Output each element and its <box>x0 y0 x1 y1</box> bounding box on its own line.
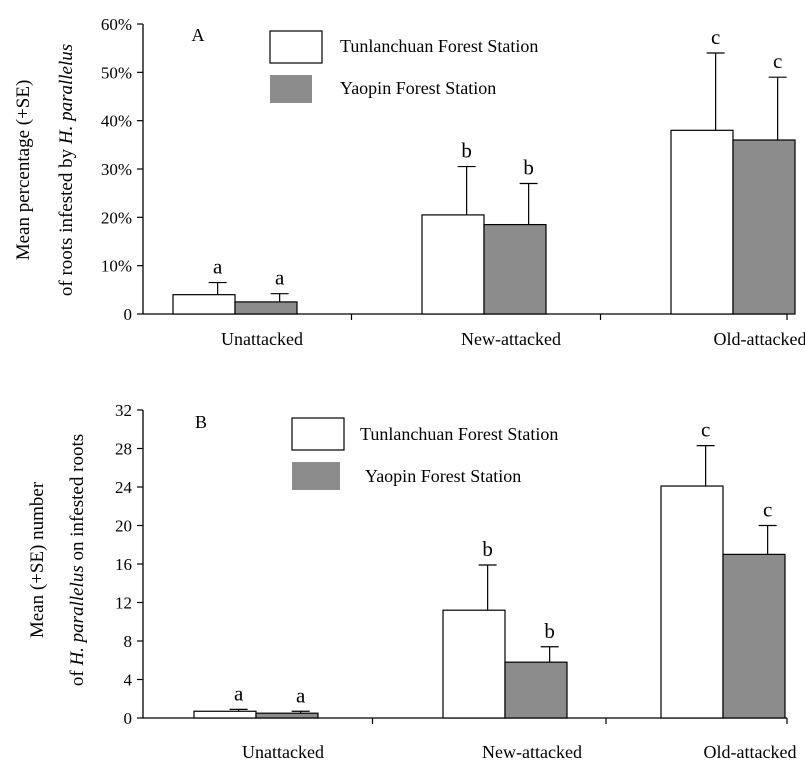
chart-panel-A: 0 10% 20% 30% 40% 50% 60% Unattacked New-attacke… <box>13 15 805 349</box>
x-tick-label: Unattacked <box>242 742 324 762</box>
bar <box>172 294 236 315</box>
significance-letter: c <box>711 25 720 49</box>
x-tick-label: New-attacked <box>461 329 561 349</box>
y-tick-label: 40% <box>101 112 132 131</box>
legend-swatch <box>270 75 312 103</box>
panel-label: B <box>195 412 207 432</box>
bar <box>504 661 568 719</box>
bar <box>670 129 734 315</box>
bar <box>255 712 319 719</box>
bar <box>193 710 257 719</box>
y-tick-label: 28 <box>115 440 132 459</box>
y-axis-label-line2: of roots infested by H. parallelus <box>56 44 77 296</box>
y-tick-label: 20 <box>115 517 132 536</box>
y-tick-label: 8 <box>124 632 133 651</box>
y-axis-label-2: of H. parallelus on infested roots <box>67 434 88 686</box>
y-tick-label: 24 <box>115 478 133 497</box>
legend-label: Tunlanchuan Forest Station <box>360 424 558 444</box>
y-tick-label: 10% <box>101 257 132 276</box>
significance-letter: a <box>296 683 306 707</box>
y-axis-label-line1: Mean (+SE) number <box>27 481 48 638</box>
legend-swatch <box>269 30 323 64</box>
y-tick-label: 0 <box>124 709 133 728</box>
significance-letter: a <box>234 681 244 705</box>
y-axis-label-line2-prefix: of <box>67 666 88 687</box>
y-axis-label: Mean percentage (+SE) <box>13 80 34 261</box>
y-axis-label-2: of roots infested by H. parallelus <box>56 44 77 296</box>
x-tick-label: Old-attacked <box>704 742 797 762</box>
x-tick-label: Old-attacked <box>714 329 805 349</box>
y-axis-label-line2-prefix: of roots infested by <box>56 144 77 296</box>
legend-label: Yaopin Forest Station <box>365 466 521 486</box>
y-axis-label-line2-species: H. parallelus <box>67 565 88 666</box>
bar <box>660 485 724 719</box>
bar <box>722 553 786 719</box>
y-axis-label-line1: Mean percentage (+SE) <box>13 80 34 261</box>
panel-label: A <box>192 25 205 45</box>
legend-swatch <box>292 462 340 490</box>
significance-letter: b <box>461 139 472 163</box>
significance-letter: b <box>482 537 493 561</box>
significance-letter: b <box>544 619 555 643</box>
bar <box>732 139 796 315</box>
y-tick-label: 32 <box>115 401 132 420</box>
significance-letter: a <box>213 255 223 279</box>
bar <box>421 214 485 315</box>
significance-letter: c <box>763 498 772 522</box>
y-axis-label-line2: of H. parallelus on infested roots <box>67 434 88 686</box>
significance-letter: c <box>701 418 710 442</box>
y-tick-label: 0 <box>124 305 133 324</box>
significance-letter: b <box>523 156 534 180</box>
legend-swatch <box>291 417 345 451</box>
y-axis-label: Mean (+SE) number <box>27 481 48 638</box>
y-tick-label: 20% <box>101 208 132 227</box>
bar <box>442 609 506 719</box>
bar <box>483 223 547 315</box>
chart-panel-B: 0 4 8 12 16 20 24 28 32 Unattacked New-attacked Old… <box>27 401 796 762</box>
legend-label: Tunlanchuan Forest Station <box>340 36 538 56</box>
y-tick-label: 12 <box>115 594 132 613</box>
y-tick-label: 4 <box>124 671 133 690</box>
y-axis-label-line2-species: H. parallelus <box>56 44 77 145</box>
y-tick-label: 60% <box>101 15 132 34</box>
y-tick-label: 30% <box>101 160 132 179</box>
x-tick-label: New-attacked <box>482 742 582 762</box>
y-tick-label: 16 <box>115 555 132 574</box>
y-tick-label: 50% <box>101 63 132 82</box>
significance-letter: a <box>275 266 285 290</box>
significance-letter: c <box>773 49 782 73</box>
legend-label: Yaopin Forest Station <box>340 78 496 98</box>
y-axis-label-line2-suffix: on infested roots <box>67 434 88 565</box>
bar <box>234 301 298 315</box>
x-tick-label: Unattacked <box>221 329 303 349</box>
